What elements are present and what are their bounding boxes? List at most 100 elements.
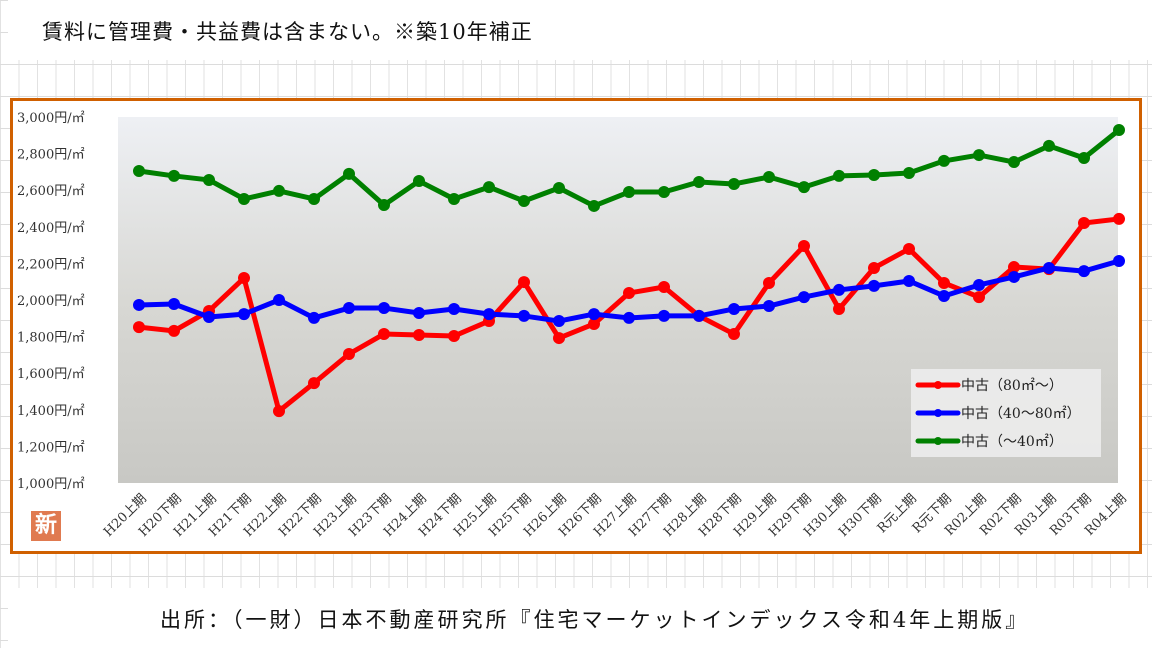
data-point <box>168 169 180 182</box>
data-point <box>553 182 565 195</box>
series-1 <box>133 255 1125 328</box>
y-tick-label: 2,400円/㎡ <box>17 221 85 236</box>
data-point <box>798 291 810 304</box>
data-point <box>938 154 950 167</box>
data-point <box>973 291 985 304</box>
new-badge-icon: 新 <box>31 511 61 541</box>
y-tick-label: 1,400円/㎡ <box>17 404 85 419</box>
y-tick-label: 2,600円/㎡ <box>17 184 85 199</box>
data-point <box>728 302 740 315</box>
data-point <box>273 405 285 418</box>
data-point <box>238 192 250 205</box>
data-point <box>378 302 390 315</box>
data-point <box>448 330 460 343</box>
data-point <box>168 298 180 311</box>
data-point <box>1113 123 1125 136</box>
data-point <box>1113 255 1125 268</box>
data-point <box>798 181 810 194</box>
data-point <box>203 311 215 324</box>
legend-label: 中古（80㎡～） <box>961 378 1063 394</box>
data-point <box>658 186 670 199</box>
data-point <box>203 173 215 186</box>
data-point <box>693 175 705 188</box>
data-point <box>728 328 740 341</box>
data-point <box>588 199 600 212</box>
data-point <box>763 171 775 184</box>
data-point <box>413 328 425 341</box>
data-point <box>448 192 460 205</box>
data-point <box>623 311 635 324</box>
data-point <box>1078 265 1090 278</box>
data-point <box>378 328 390 341</box>
data-point <box>273 294 285 306</box>
data-point <box>133 298 145 311</box>
data-point <box>868 169 880 182</box>
data-point <box>658 309 670 322</box>
data-point <box>343 167 355 180</box>
data-point <box>903 166 915 179</box>
data-point <box>658 281 670 294</box>
data-point <box>833 169 845 182</box>
data-point <box>1078 151 1090 164</box>
data-point <box>868 279 880 292</box>
data-point <box>763 276 775 289</box>
data-point <box>728 177 740 190</box>
data-point <box>308 377 320 390</box>
y-tick-label: 1,600円/㎡ <box>17 367 85 382</box>
data-point <box>693 309 705 322</box>
series-2 <box>133 123 1125 212</box>
data-point <box>833 302 845 315</box>
data-point <box>1008 261 1020 274</box>
y-tick-label: 2,000円/㎡ <box>17 294 85 309</box>
data-point <box>308 311 320 324</box>
data-point <box>973 149 985 162</box>
data-point <box>903 274 915 287</box>
data-point <box>798 240 810 253</box>
data-point <box>1008 156 1020 169</box>
data-point <box>903 242 915 255</box>
data-point <box>938 289 950 302</box>
data-point <box>343 347 355 360</box>
data-point <box>588 308 600 321</box>
data-point <box>1113 212 1125 225</box>
data-point <box>168 324 180 337</box>
data-point <box>763 300 775 313</box>
title-row <box>8 0 1152 60</box>
source-note: 出所：（一財）日本不動産研究所『住宅マーケットインデックス令和4年上期版』 <box>160 608 1030 632</box>
footer-row <box>8 588 1152 648</box>
data-point <box>413 175 425 188</box>
data-point <box>378 199 390 212</box>
data-point <box>448 302 460 315</box>
line-chart: 1,000円/㎡ 1,200円/㎡ 1,400円/㎡ 1,600円/㎡ 1,800円/㎡… <box>17 111 1130 540</box>
y-tick-label: 3,000円/㎡ <box>17 111 85 126</box>
y-tick-label: 1,000円/㎡ <box>17 477 85 492</box>
legend-label: 中古（～40㎡） <box>961 434 1063 450</box>
data-point <box>553 315 565 328</box>
data-point <box>413 306 425 319</box>
chart-container[interactable]: 1,000円/㎡ 1,200円/㎡ 1,400円/㎡ 1,600円/㎡ 1,800円/㎡… <box>10 98 1142 554</box>
y-tick-label: 2,800円/㎡ <box>17 148 85 163</box>
data-point <box>238 308 250 321</box>
data-point <box>518 276 530 289</box>
data-point <box>133 321 145 334</box>
data-point <box>623 186 635 199</box>
y-tick-label: 1,800円/㎡ <box>17 331 85 346</box>
data-point <box>483 181 495 194</box>
data-point <box>518 309 530 322</box>
data-point <box>973 278 985 291</box>
data-point <box>343 302 355 315</box>
data-point <box>133 164 145 177</box>
legend-marker <box>934 409 942 417</box>
data-point <box>518 194 530 207</box>
legend-label: 中古（40～80㎡） <box>961 406 1081 422</box>
data-point <box>938 276 950 289</box>
legend-marker <box>934 381 942 389</box>
data-point <box>273 184 285 197</box>
y-tick-label: 1,200円/㎡ <box>17 440 85 455</box>
data-point <box>868 261 880 274</box>
legend-marker <box>934 437 942 445</box>
data-point <box>833 283 845 296</box>
data-point <box>483 308 495 321</box>
page-title: 賃料に管理費・共益費は含まない。※築10年補正 <box>42 20 533 44</box>
data-point <box>623 287 635 300</box>
